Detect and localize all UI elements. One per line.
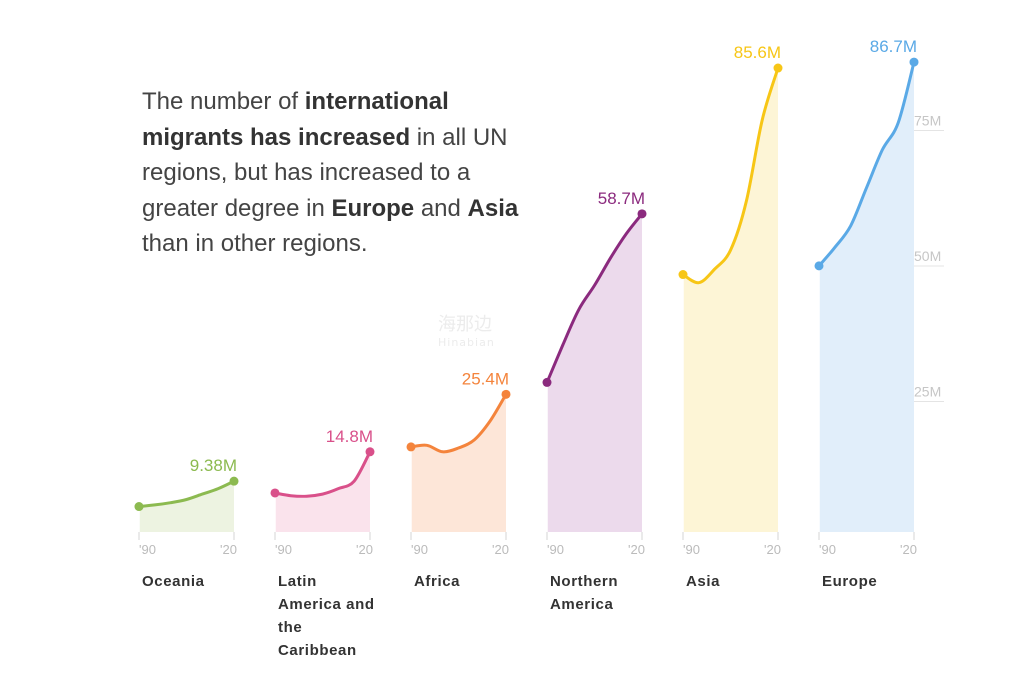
value-label: 9.38M [190,456,237,475]
x-tick-label: '20 [628,542,645,557]
start-point [678,270,688,280]
area-fill [411,394,506,532]
x-tick-label: '90 [411,542,428,557]
x-tick-label: '20 [492,542,509,557]
value-label: 25.4M [462,369,509,388]
region-label-line: Europe [822,573,877,590]
end-point [909,57,919,67]
watermark-logo: 海那边 Hinabian [438,316,495,352]
headline-text-1: The number of [142,88,305,115]
series-line [545,212,644,384]
headline-bold-2: Europe [331,194,415,222]
start-point [406,442,416,452]
headline: The number of international migrants has… [142,84,522,262]
headline-text-2: in all UN regions, but has increased to … [142,123,508,222]
y-tick-label: 50M [914,248,941,264]
region-label-line: America [550,596,613,613]
headline-bold-3: Asia [467,194,519,222]
x-tick-label: '90 [819,542,836,557]
x-tick-label: '90 [547,542,564,557]
region-label: Asia [686,573,720,590]
region-label-line: Oceania [142,573,205,590]
region-label-line: Latin [278,573,317,590]
region-label-line: the [278,619,302,636]
x-tick-label: '90 [683,542,700,557]
area-fill [683,68,778,532]
series-line [409,392,508,454]
end-point [773,63,783,73]
y-tick-label: 25M [914,384,941,400]
region-label-line: Caribbean [278,642,357,659]
region-label-line: America and [278,596,375,613]
x-tick-label: '20 [764,542,781,557]
start-point [542,377,552,387]
x-tick-label: '90 [139,542,156,557]
watermark-text: 海那边 [438,314,492,335]
start-point [270,488,280,498]
region-label: Africa [414,573,460,590]
region-label: Europe [822,573,877,590]
end-point [229,476,239,486]
series-line [817,60,916,268]
region-label-line: Africa [414,573,460,590]
headline-bold-1: international migrants has increased [142,88,449,151]
region-label-line: Northern [550,573,618,590]
x-tick-label: '90 [275,542,292,557]
value-label: 85.6M [734,43,781,62]
x-tick-label: '20 [356,542,373,557]
watermark-subtext: Hinabian [438,336,495,349]
value-label: 86.7M [870,37,917,56]
headline-text-3: and [414,194,468,222]
value-label: 58.7M [598,189,645,208]
region-label: Latin America and the Caribbean [278,573,375,659]
value-label: 14.8M [326,427,373,446]
series-line [273,450,372,498]
series-line [137,479,236,508]
x-tick-label: '20 [220,542,237,557]
region-label: Oceania [142,573,205,590]
area-fill [275,451,370,532]
x-tick-label: '20 [900,542,917,557]
area-fill [547,213,642,533]
region-label: Northern America [550,573,618,613]
start-point [814,261,824,271]
region-label-line: Asia [686,573,720,590]
end-point [501,389,511,399]
start-point [134,502,144,512]
end-point [637,209,647,219]
series-line [681,66,780,285]
y-tick-label: 75M [914,113,941,129]
area-fill [139,481,234,532]
end-point [365,447,375,457]
area-fill [819,62,914,532]
headline-text-4: than in other regions. [142,230,368,257]
